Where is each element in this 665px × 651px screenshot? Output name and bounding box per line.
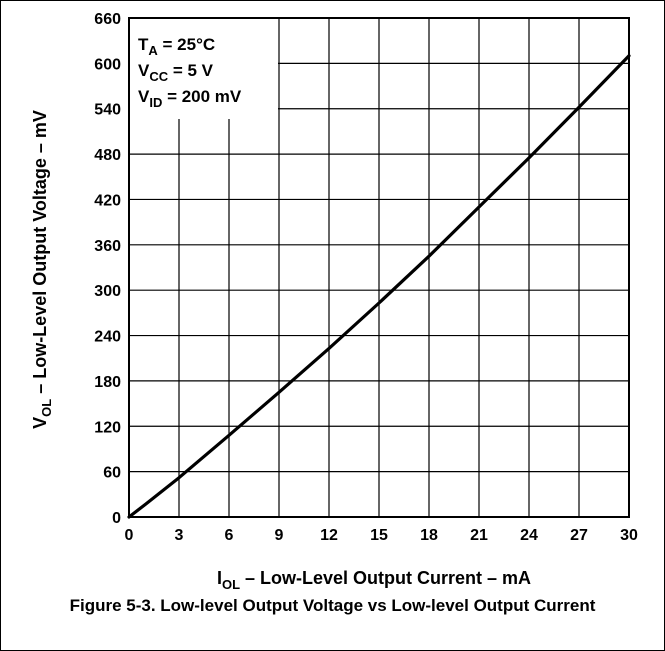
y-tick-label: 120: [94, 419, 121, 436]
y-tick-label: 360: [94, 238, 121, 255]
x-tick-label: 0: [125, 527, 134, 544]
plot-border: [128, 17, 630, 518]
x-tick-label: 27: [570, 527, 588, 544]
y-tick-label: 660: [94, 11, 121, 28]
x-tick-label: 3: [175, 527, 184, 544]
chart: 0 3 6 9 12 15 18 21 24 27 300601201802403003604204…: [30, 11, 638, 590]
y-tick-label: 60: [103, 465, 121, 482]
y-tick-label: 0: [112, 510, 121, 527]
x-tick-label: 18: [420, 527, 438, 544]
condition-label: VID = 200 mV: [138, 87, 242, 110]
x-tick-label: 30: [620, 527, 638, 544]
y-tick-label: 180: [94, 374, 121, 391]
figure-caption: Figure 5-3. Low-level Output Voltage vs …: [69, 596, 596, 615]
series-line: [127, 54, 631, 519]
x-tick-label: 21: [470, 527, 488, 544]
condition-label: VCC = 5 V: [138, 61, 214, 84]
y-axis-title: VOL – Low-Level Output Voltage – mV: [30, 110, 54, 429]
x-tick-label: 6: [225, 527, 234, 544]
y-tick-label: 540: [94, 102, 121, 119]
x-axis-title: IOL – Low-Level Output Current – mA: [217, 568, 531, 590]
x-tick-label: 15: [370, 527, 388, 544]
y-tick-label: 480: [94, 147, 121, 164]
x-tick-label: 9: [275, 527, 284, 544]
x-tick-label: 12: [320, 527, 338, 544]
y-tick-label: 240: [94, 329, 121, 346]
x-tick-label: 24: [520, 527, 538, 544]
annotation-background: [130, 19, 278, 119]
y-tick-label: 600: [94, 56, 121, 73]
y-tick-label: 300: [94, 283, 121, 300]
condition-label: TA = 25°C: [138, 35, 215, 58]
y-tick-label: 420: [94, 192, 121, 209]
